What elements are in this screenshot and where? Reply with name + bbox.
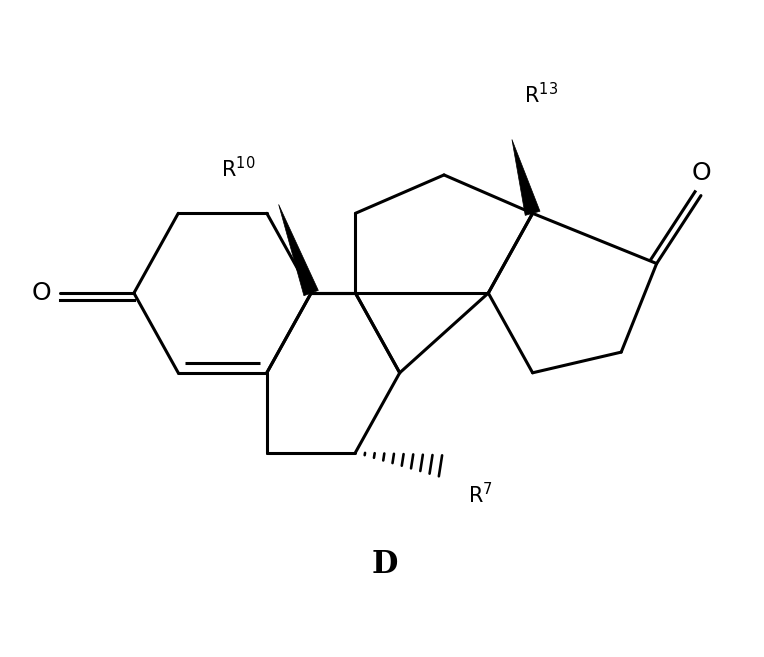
Text: O: O bbox=[31, 281, 51, 305]
Text: R$^{7}$: R$^{7}$ bbox=[468, 482, 493, 507]
Text: R$^{10}$: R$^{10}$ bbox=[221, 156, 255, 181]
Text: R$^{13}$: R$^{13}$ bbox=[524, 82, 558, 107]
Polygon shape bbox=[279, 204, 319, 296]
Text: O: O bbox=[691, 161, 711, 185]
Polygon shape bbox=[512, 139, 540, 215]
Text: D: D bbox=[372, 549, 398, 580]
